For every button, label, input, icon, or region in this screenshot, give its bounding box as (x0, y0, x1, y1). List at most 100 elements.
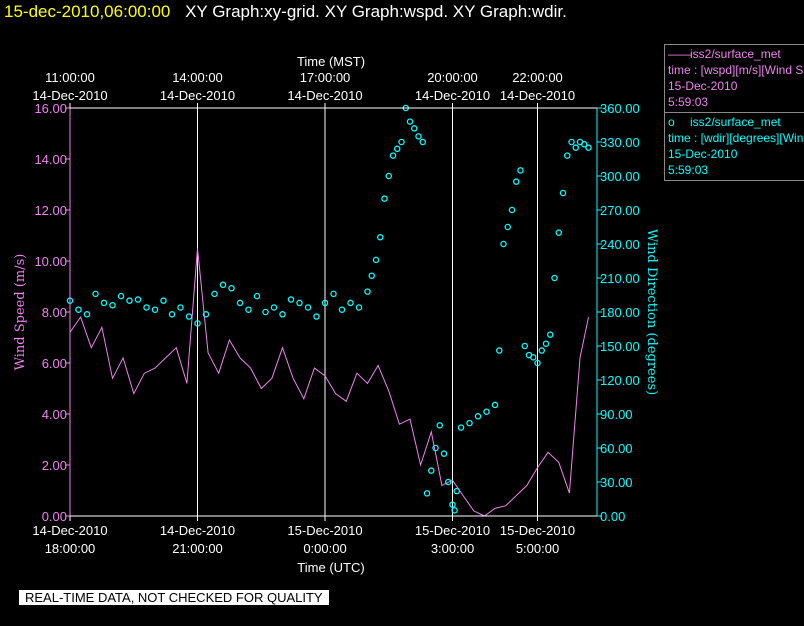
wdir-point (534, 359, 541, 367)
wdir-point (236, 299, 244, 307)
wdir-point (211, 290, 218, 298)
legend-wspd-name: iss2/surface_met (690, 47, 781, 61)
top-tick-label: 14-Dec-2010 (32, 88, 107, 103)
graph-title: 15-dec-2010,06:00:00 XY Graph:xy-grid. X… (4, 2, 567, 22)
right-tick-label: 240.00 (600, 237, 640, 252)
top-tick-label: 14-Dec-2010 (287, 88, 362, 103)
top-tick-label: 14:00:00 (172, 70, 223, 85)
left-tick-label: 6.00 (42, 356, 67, 371)
wdir-point (517, 167, 524, 174)
left-tick-label: 14.00 (34, 152, 67, 167)
wdir-point (355, 304, 363, 311)
top-tick-label: 14-Dec-2010 (500, 88, 575, 103)
bottom-axis-title: Time (UTC) (297, 560, 364, 575)
wdir-point (483, 408, 490, 415)
wdir-point (83, 311, 91, 318)
left-tick-label: 12.00 (34, 203, 67, 218)
left-tick-label: 16.00 (34, 101, 67, 116)
wspd-line (69, 248, 589, 517)
wdir-point (513, 178, 520, 185)
bottom-tick-label: 14-Dec-2010 (160, 523, 235, 538)
bottom-tick-label: 15-Dec-2010 (415, 523, 490, 538)
wdir-point (253, 292, 261, 300)
legend-wdir-name: iss2/surface_met (690, 115, 781, 129)
circle-marker-icon: o (668, 115, 675, 129)
right-tick-label: 90.00 (600, 407, 633, 422)
wdir-point (542, 340, 550, 347)
legend-wdir-time: 5:59:03 (668, 163, 709, 177)
wspd-series (69, 248, 589, 517)
legend-entry-wdir[interactable]: o iss2/surface_met time : [wdir][degrees]… (664, 113, 804, 181)
wdir-point (495, 347, 503, 354)
wdir-point (185, 313, 193, 320)
bottom-tick-label: 18:00:00 (45, 541, 96, 556)
wdir-point (457, 424, 465, 431)
wdir-point (410, 125, 418, 132)
right-tick-label: 120.00 (600, 373, 640, 388)
bottom-tick-label: 14-Dec-2010 (32, 523, 107, 538)
wdir-point (530, 354, 537, 361)
wdir-point (398, 138, 405, 146)
wdir-point (440, 450, 448, 457)
wdir-point (245, 306, 252, 313)
wdir-series (66, 104, 592, 514)
wdir-point (109, 301, 116, 309)
top-tick-label: 22:00:00 (512, 70, 563, 85)
wdir-point (504, 223, 511, 231)
wdir-point (427, 467, 435, 474)
left-tick-label: 10.00 (34, 254, 67, 269)
legend: ——iss2/surface_met time : [wspd][m/s][Wi… (664, 44, 804, 181)
wdir-point (508, 206, 516, 214)
wdir-point (491, 401, 499, 409)
wdir-point (547, 331, 554, 338)
wdir-point (581, 141, 588, 148)
wdir-point (330, 290, 337, 298)
top-tick-label: 17:00:00 (300, 70, 351, 85)
wdir-point (572, 144, 580, 151)
left-tick-label: 2.00 (42, 458, 67, 473)
legend-wdir-date: 15-Dec-2010 (668, 147, 738, 161)
axes: 0.00 2.00 4.00 6.00 8.00 10.00 12.00 14.00 16.00… (32, 70, 639, 556)
wdir-point (415, 133, 422, 140)
top-tick-label: 14-Dec-2010 (415, 88, 490, 103)
wdir-point (372, 256, 380, 264)
wdir-point (444, 478, 452, 486)
bottom-tick-label: 5:00:00 (516, 541, 559, 556)
left-tick-label: 0.00 (42, 509, 67, 524)
wdir-point (551, 274, 558, 282)
wdir-point (296, 299, 303, 307)
wdir-point (568, 138, 575, 146)
top-axis-title: Time (MST) (297, 54, 365, 69)
wdir-point (75, 306, 82, 313)
right-tick-label: 330.00 (600, 135, 640, 150)
wdir-point (126, 297, 133, 304)
right-tick-label: 210.00 (600, 271, 640, 286)
right-tick-label: 60.00 (600, 441, 633, 456)
wdir-point (202, 311, 210, 318)
wdir-point (100, 299, 108, 307)
left-tick-label: 4.00 (42, 407, 67, 422)
wdir-point (466, 419, 473, 427)
data-quality-disclaimer: REAL-TIME DATA, NOT CHECKED FOR QUALITY (19, 590, 329, 605)
legend-wspd-var: time : [wspd][m/s][Wind Speed] (668, 63, 804, 77)
right-tick-label: 150.00 (600, 339, 640, 354)
wdir-point (419, 138, 426, 146)
wdir-point (474, 413, 482, 420)
graph-list: XY Graph:xy-grid. XY Graph:wspd. XY Grap… (185, 2, 567, 21)
wdir-point (432, 444, 439, 452)
legend-entry-wspd[interactable]: ——iss2/surface_met time : [wspd][m/s][Wi… (664, 44, 804, 113)
wdir-point (393, 145, 401, 153)
wdir-point (304, 304, 312, 311)
legend-wspd-date: 15-Dec-2010 (668, 79, 738, 93)
vertical-grid (197, 108, 538, 516)
wdir-point (423, 490, 431, 497)
right-tick-label: 180.00 (600, 305, 640, 320)
wdir-point (449, 501, 456, 508)
wdir-point (538, 347, 546, 354)
wdir-point (262, 308, 269, 316)
legend-wdir-var: time : [wdir][degrees][Wind Direction] (668, 131, 804, 145)
wdir-point (385, 172, 392, 180)
wdir-point (436, 422, 443, 429)
wdir-point (168, 311, 176, 318)
